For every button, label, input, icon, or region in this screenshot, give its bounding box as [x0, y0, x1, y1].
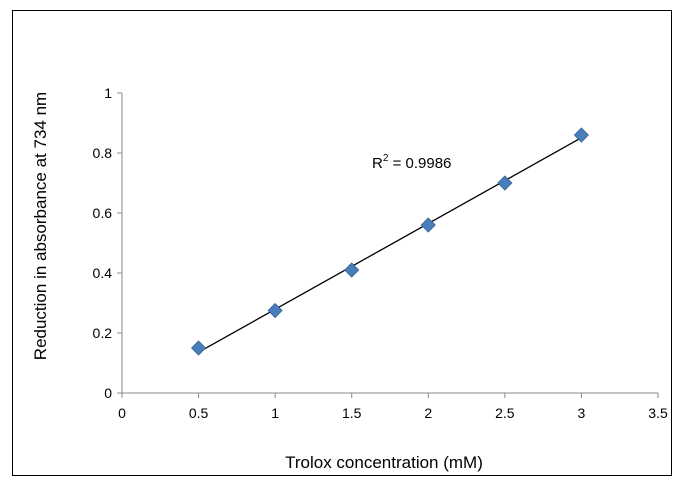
- data-points: [191, 127, 589, 356]
- x-tick-label: 2.5: [495, 405, 515, 421]
- x-axis-title: Trolox concentration (mM): [285, 453, 483, 472]
- x-tick-label: 2: [424, 405, 432, 421]
- r-squared-label: R: [372, 155, 383, 172]
- data-point-marker: [573, 127, 589, 143]
- y-ticks: 0 0.2 0.4 0.6 0.8 1: [93, 85, 122, 401]
- data-point-marker: [267, 302, 283, 319]
- data-point-marker: [191, 340, 207, 356]
- x-tick-label: 3.5: [648, 405, 668, 421]
- x-ticks: 0 0.5 1 1.5 2 2.5 3 3.5: [118, 393, 668, 421]
- x-tick-label: 3: [578, 405, 586, 421]
- x-tick-label: 0.5: [189, 405, 209, 421]
- y-tick-label: 0.8: [93, 145, 113, 161]
- x-tick-label: 1.5: [342, 405, 362, 421]
- data-point-marker: [420, 217, 436, 233]
- r-squared-value: = 0.9986: [388, 155, 451, 172]
- linear-trendline: [198, 137, 582, 353]
- x-tick-label: 1: [271, 405, 279, 421]
- y-axis-title: Reduction in absorbance at 734 nm: [31, 92, 50, 360]
- data-point-marker: [344, 262, 360, 278]
- r-squared-superscript: 2: [383, 153, 389, 164]
- data-point-marker: [497, 175, 513, 191]
- y-tick-label: 0.4: [93, 265, 113, 281]
- r-squared-annotation: R2 = 0.9986: [372, 153, 451, 172]
- x-tick-label: 0: [118, 405, 126, 421]
- axes: [121, 93, 658, 394]
- y-tick-label: 0.6: [93, 205, 113, 221]
- y-tick-label: 1: [104, 85, 112, 101]
- y-tick-label: 0.2: [93, 325, 113, 341]
- y-tick-label: 0: [104, 385, 112, 401]
